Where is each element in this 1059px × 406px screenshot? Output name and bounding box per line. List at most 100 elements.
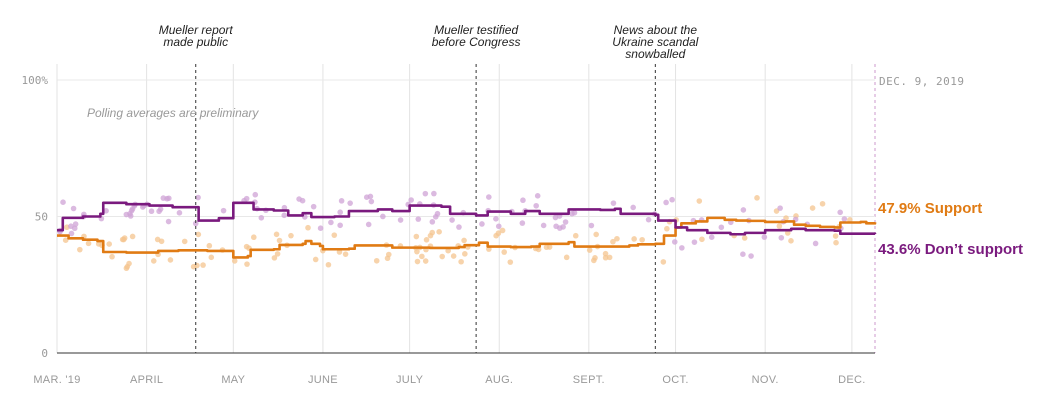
series-end-label: 43.6% Don’t support	[878, 241, 1023, 258]
poll-dot	[534, 193, 541, 199]
event-label: News about the	[614, 23, 698, 37]
end-labels: 47.9% Support 43.6% Don’t support	[878, 200, 1023, 258]
poll-dot	[312, 256, 319, 263]
poll-dot	[495, 223, 502, 230]
poll-dot	[429, 229, 436, 236]
poll-dot	[165, 218, 172, 225]
poll-dot	[72, 221, 79, 227]
poll-dot	[154, 236, 161, 243]
x-tick-label: JUNE	[308, 374, 338, 386]
poll-dot	[106, 241, 112, 247]
poll-dot	[645, 216, 652, 223]
poll-dot	[422, 190, 429, 197]
y-tick-label: 100%	[22, 74, 49, 87]
poll-dot	[606, 254, 613, 261]
poll-dot	[639, 236, 645, 243]
poll-dot	[258, 214, 265, 221]
poll-dot	[373, 257, 380, 264]
poll-dot	[610, 238, 616, 245]
poll-dot	[553, 223, 559, 230]
poll-dot	[200, 262, 206, 268]
poll-dot	[273, 231, 280, 238]
x-tick-label: OCT.	[662, 374, 688, 386]
poll-dot	[190, 263, 197, 270]
poll-dot	[439, 253, 446, 260]
poll-dot	[288, 232, 294, 239]
event-label: Mueller testified	[434, 23, 518, 37]
poll-dot	[563, 254, 570, 261]
poll-dot	[562, 219, 569, 225]
poll-dot	[669, 196, 675, 203]
x-axis: MAR. '19 APRIL MAY JUNE JULY AUG. SEPT. OCT. NOV…	[33, 374, 865, 386]
poll-dot	[156, 208, 162, 215]
poll-dot	[419, 253, 425, 260]
poll-dot	[610, 200, 617, 206]
series-line	[57, 201, 877, 236]
poll-dot	[519, 220, 526, 226]
poll-dot	[365, 221, 372, 228]
poll-dot	[543, 244, 550, 251]
poll-dot	[837, 209, 843, 216]
poll-dot	[70, 205, 77, 212]
poll-dot	[592, 255, 598, 261]
poll-dot	[450, 253, 457, 259]
poll-dot	[434, 210, 441, 217]
poll-dot	[499, 227, 506, 234]
poll-dot	[385, 251, 392, 258]
poll-dot	[71, 225, 78, 232]
poll-dot	[408, 197, 414, 203]
poll-dot	[776, 223, 783, 229]
poll-dot	[231, 258, 238, 264]
poll-dot	[414, 258, 421, 265]
poll-dot	[841, 216, 848, 222]
poll-dot	[220, 207, 227, 214]
poll-dot	[614, 235, 620, 242]
poll-dot	[328, 219, 334, 226]
x-tick-label: JULY	[396, 374, 424, 386]
poll-dot	[493, 216, 499, 222]
poll-dot	[588, 222, 595, 229]
x-tick-label: MAY	[221, 374, 245, 386]
poll-dot	[501, 249, 508, 255]
poll-dot	[325, 261, 332, 268]
poll-dot	[338, 198, 345, 204]
poll-dot	[363, 194, 370, 201]
event-label: made public	[163, 35, 228, 49]
poll-dot	[126, 260, 132, 267]
poll-dot	[748, 253, 754, 259]
poll-dot	[129, 233, 136, 240]
poll-dot	[832, 233, 839, 239]
poll-dot	[572, 232, 579, 239]
poll-dot	[208, 254, 215, 261]
poll-dot	[368, 198, 375, 205]
poll-dot	[520, 197, 526, 204]
poll-dot	[754, 195, 760, 201]
poll-dot	[431, 190, 437, 197]
poll-dot	[533, 202, 539, 209]
poll-dot	[380, 213, 386, 220]
poll-dot	[271, 255, 278, 261]
poll-dot	[281, 204, 288, 211]
poll-dot	[741, 235, 748, 241]
poll-dot	[167, 257, 174, 263]
poll-dot	[103, 208, 109, 214]
poll-dot	[423, 236, 430, 243]
poll-dot	[119, 236, 126, 243]
y-tick-label: 50	[35, 211, 48, 224]
poll-dot	[244, 261, 250, 267]
series-end-label: 47.9% Support	[878, 200, 982, 217]
poll-dot	[691, 239, 698, 245]
poll-dot	[331, 232, 338, 238]
poll-dot	[761, 234, 768, 240]
poll-dot	[462, 251, 468, 257]
event-label: snowballed	[625, 47, 685, 61]
poll-dot	[819, 200, 826, 207]
poll-dot	[696, 198, 703, 204]
x-tick-label: DEC.	[838, 374, 865, 386]
poll-dot	[833, 239, 839, 246]
poll-dot	[192, 220, 199, 227]
poll-dot	[281, 212, 288, 219]
end-date-label: DEC. 9, 2019	[879, 75, 964, 88]
x-tick-label: AUG.	[485, 374, 513, 386]
